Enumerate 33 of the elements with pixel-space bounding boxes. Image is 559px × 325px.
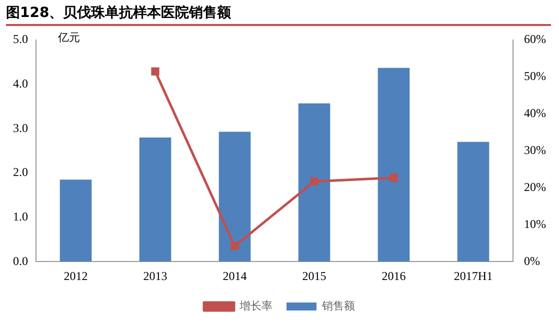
legend-label: 销售额 [321,299,355,312]
y-tick-label: 4.0 [13,76,28,90]
legend-label: 增长率 [238,299,272,312]
y2-tick-label: 0% [524,254,540,268]
y2-tick-label: 40% [524,106,546,120]
y2-tick-label: 30% [524,142,546,157]
x-tick-label: 2016 [382,268,406,283]
x-tick-label: 2015 [302,268,326,283]
y-tick-label: 1.0 [13,209,28,224]
point [390,174,398,182]
y-tick-label: 3.0 [13,120,28,135]
y-tick-label: 0.0 [13,254,28,268]
x-tick-label: 2014 [222,268,247,283]
y2-tick-label: 10% [524,216,546,231]
bar [378,68,410,262]
bar [298,103,330,262]
chart-title: 图128、贝伐珠单抗样本医院销售额 [6,4,551,26]
y-tick-label: 5.0 [13,32,28,46]
x-tick-label: 2017H1 [454,268,493,283]
bar [457,142,490,262]
x-tick-label: 2013 [143,268,168,283]
y2-tick-label: 60% [524,32,546,46]
bar [139,138,172,262]
y2-tick-label: 50% [524,69,546,84]
bar [218,132,251,262]
point [310,177,318,186]
y-tick-label: 2.0 [13,165,28,180]
y-axis-title: 亿元 [58,30,80,45]
y2-tick-label: 20% [524,180,546,194]
bar [60,180,92,262]
point [151,67,160,76]
x-tick-label: 2012 [64,268,88,283]
point [230,242,239,250]
